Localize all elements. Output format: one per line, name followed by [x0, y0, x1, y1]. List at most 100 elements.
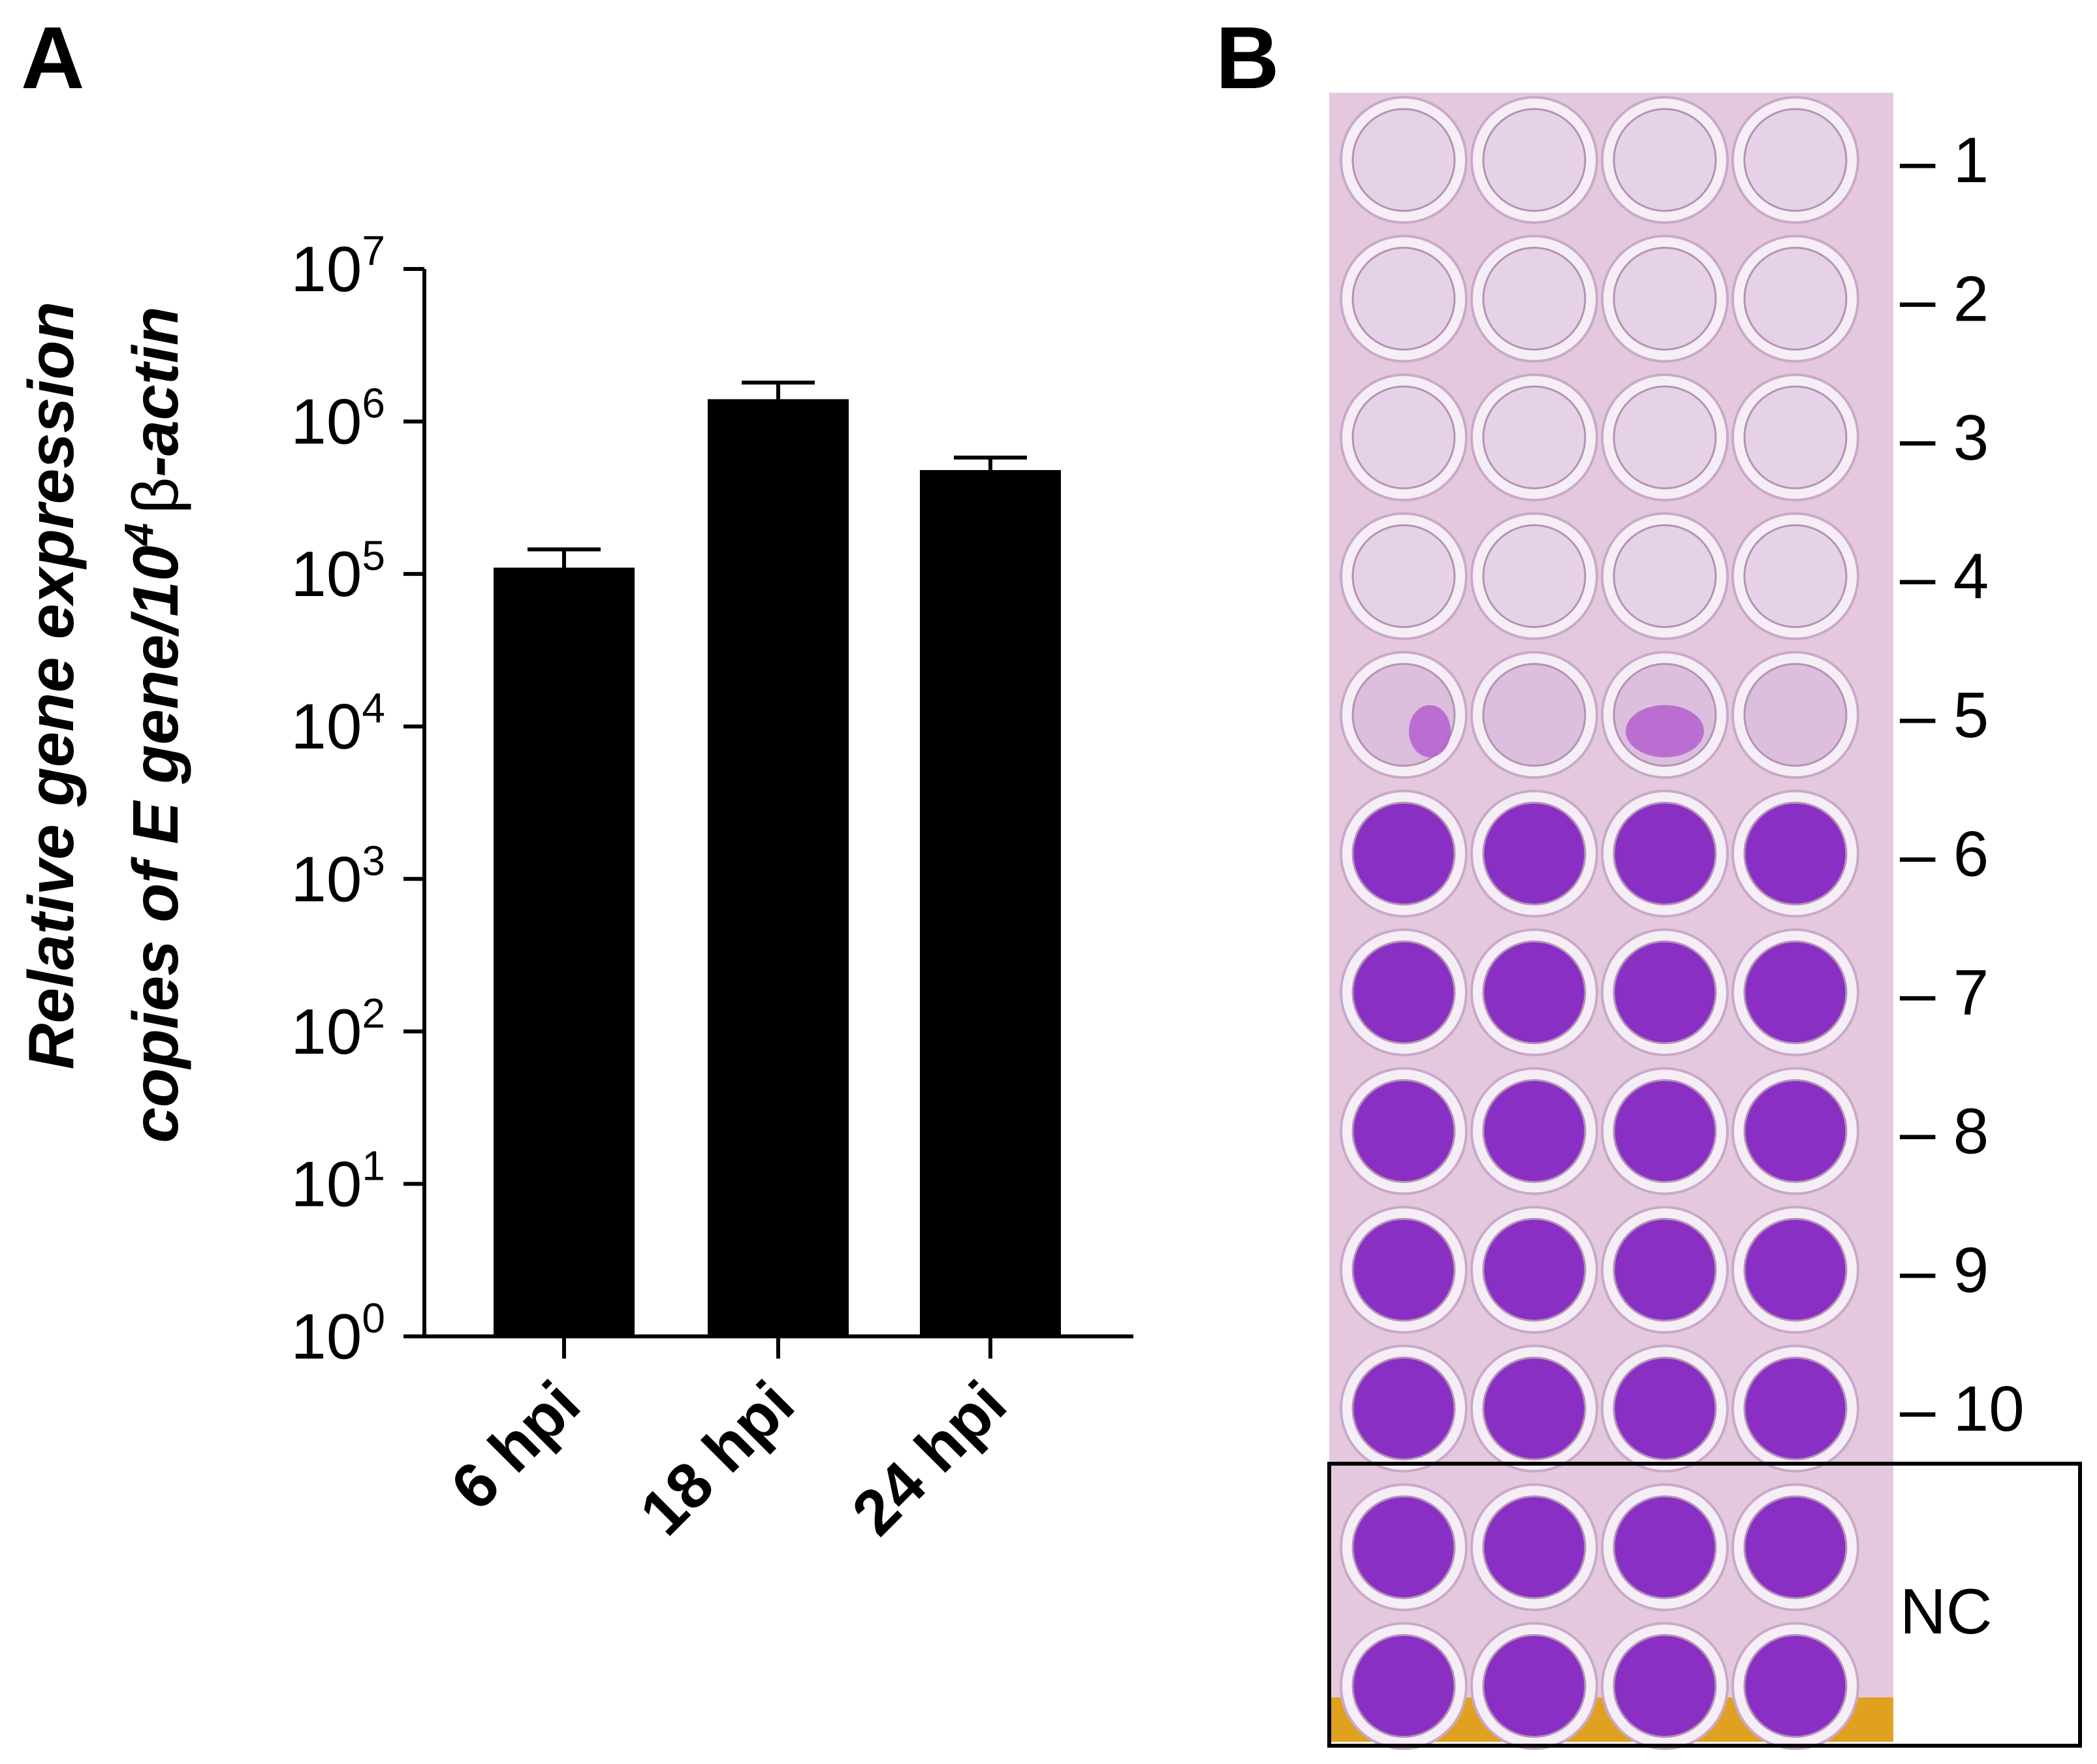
- y-tick-base: 10: [291, 538, 362, 610]
- y-tick-label: 105: [291, 532, 385, 610]
- well: [1482, 1634, 1586, 1738]
- panel-a-letter: A: [21, 8, 85, 107]
- well: [1351, 247, 1456, 351]
- well: [1482, 1079, 1586, 1183]
- well: [1613, 108, 1717, 212]
- plate-row-label: – 6: [1900, 818, 1989, 890]
- well: [1351, 802, 1456, 906]
- well: [1613, 802, 1717, 906]
- plate-photo: – 1 – 2 – 3 – 4 – 5 – 6 – 7 – 8 – 9 – 10 NC: [1327, 93, 2082, 1750]
- well: [1613, 1218, 1717, 1322]
- well: [1743, 940, 1848, 1045]
- well: [1743, 1218, 1848, 1322]
- plate-row-label: – 7: [1900, 956, 1989, 1028]
- well: [1613, 1357, 1717, 1460]
- well: [1351, 108, 1456, 212]
- well: [1482, 524, 1586, 628]
- plaque-patch: [1409, 705, 1451, 757]
- plate-row-label: – 9: [1900, 1234, 1989, 1306]
- y-tick-base: 10: [291, 843, 362, 915]
- well: [1482, 1218, 1586, 1322]
- well: [1743, 1495, 1848, 1599]
- bar: [708, 399, 849, 1336]
- y-tick-exponent: 5: [362, 532, 385, 579]
- well: [1351, 1357, 1456, 1460]
- well: [1743, 1079, 1848, 1183]
- well: [1351, 524, 1456, 628]
- well: [1482, 108, 1586, 212]
- plaque-patch: [1626, 705, 1704, 757]
- well: [1482, 802, 1586, 906]
- y-axis-label-suffix: -actin: [119, 306, 191, 477]
- well: [1613, 940, 1717, 1045]
- well: [1351, 1495, 1456, 1599]
- row-labels: – 1 – 2 – 3 – 4 – 5 – 6 – 7 – 8 – 9 – 10: [1900, 124, 2025, 1445]
- y-tick-base: 10: [291, 1148, 362, 1220]
- well: [1743, 802, 1848, 906]
- nc-box: [1327, 1462, 2082, 1748]
- plate-row-label: – 3: [1900, 402, 1989, 473]
- well: [1743, 1634, 1848, 1738]
- y-tick-label: 107: [291, 227, 385, 305]
- well: [1482, 385, 1586, 490]
- y-tick-base: 10: [291, 386, 362, 458]
- well: [1613, 385, 1717, 490]
- well: [1743, 385, 1848, 490]
- y-tick-exponent: 0: [362, 1295, 385, 1342]
- well: [1351, 940, 1456, 1045]
- y-axis-label-line1: Relative gene expression: [15, 302, 87, 1070]
- well: [1482, 247, 1586, 351]
- y-tick-exponent: 2: [362, 990, 385, 1037]
- well: [1743, 1357, 1848, 1460]
- y-axis-label-sup: 4: [117, 523, 162, 546]
- well: [1613, 1495, 1717, 1599]
- y-tick-label: 100: [291, 1295, 385, 1372]
- plate-wells: [1340, 96, 1859, 1750]
- bar-chart: Relative gene expression copies of E gen…: [15, 227, 1133, 1549]
- well: [1482, 663, 1586, 767]
- well: [1613, 247, 1717, 351]
- y-tick-label: 103: [291, 837, 385, 915]
- well: [1613, 1634, 1717, 1738]
- well: [1482, 940, 1586, 1045]
- well: [1743, 663, 1848, 767]
- y-tick-base: 10: [291, 996, 362, 1067]
- well: [1351, 1634, 1456, 1738]
- well: [1743, 108, 1848, 212]
- well: [1482, 1495, 1586, 1599]
- y-tick-exponent: 6: [362, 380, 385, 427]
- y-tick-label: 106: [291, 380, 385, 458]
- y-axis-label-prefix: copies of E gene/10: [119, 546, 191, 1143]
- x-ticks: 6 hpi 18 hpi 24 hpi: [437, 1336, 1020, 1549]
- x-tick-label: 24 hpi: [838, 1367, 1020, 1549]
- plate-row-label: – 5: [1900, 679, 1989, 751]
- well: [1743, 247, 1848, 351]
- plate-row-label: – 1: [1900, 124, 1989, 196]
- bar: [494, 567, 635, 1336]
- nc-label: NC: [1900, 1575, 1993, 1647]
- well: [1613, 524, 1717, 628]
- y-tick-base: 10: [291, 233, 362, 305]
- y-tick-exponent: 4: [362, 685, 385, 732]
- plate-row-label: – 4: [1900, 541, 1989, 612]
- plate-row-label: – 8: [1900, 1095, 1989, 1167]
- plate-row-label: – 10: [1900, 1373, 2025, 1445]
- well: [1613, 1079, 1717, 1183]
- bars: [494, 380, 1061, 1336]
- x-tick-label: 18 hpi: [626, 1367, 808, 1549]
- y-axis-label-line2: copies of E gene/104 β-actin: [117, 306, 191, 1142]
- y-tick-exponent: 3: [362, 837, 385, 884]
- well: [1351, 385, 1456, 490]
- bar: [920, 470, 1061, 1336]
- y-tick-exponent: 7: [362, 227, 385, 274]
- panel-b-letter: B: [1216, 8, 1280, 107]
- y-tick-base: 10: [291, 1300, 362, 1372]
- well: [1351, 1218, 1456, 1322]
- y-tick-base: 10: [291, 691, 362, 763]
- well: [1351, 1079, 1456, 1183]
- y-axis-label-beta: β: [119, 477, 191, 514]
- well: [1482, 1357, 1586, 1460]
- x-tick-label: 6 hpi: [437, 1367, 593, 1523]
